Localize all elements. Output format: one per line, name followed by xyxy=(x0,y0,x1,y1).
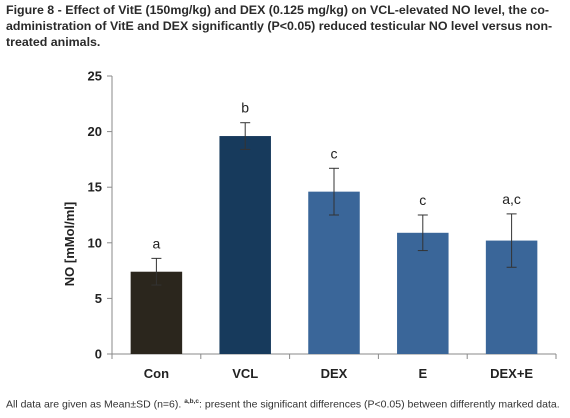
bar-e xyxy=(397,232,449,354)
significance-label: c xyxy=(331,145,338,161)
x-axis-ticks: Con VCL DEX E DEX+E xyxy=(111,354,557,381)
x-tick-label: VCL xyxy=(232,366,258,381)
bar-vcl xyxy=(219,136,271,354)
significance-label: a xyxy=(153,235,161,251)
footnote-suffix: : present the significant differences (P… xyxy=(199,398,560,411)
y-tick-label: 20 xyxy=(88,124,102,139)
y-tick-label: 10 xyxy=(88,235,102,250)
significance-label: c xyxy=(419,192,426,208)
bar-dex xyxy=(308,191,360,354)
footnote: All data are given as Mean±SD (n=6). a,b… xyxy=(6,398,566,411)
significance-labels: a b c c a,c xyxy=(153,100,521,252)
y-tick-label: 25 xyxy=(88,69,102,84)
x-tick-label: DEX+E xyxy=(490,366,533,381)
x-tick-label: DEX xyxy=(321,366,348,381)
y-tick-label: 15 xyxy=(88,180,102,195)
y-tick-label: 5 xyxy=(95,291,102,306)
y-axis-label: NO [mMol/ml] xyxy=(62,202,77,287)
error-bars xyxy=(151,122,517,286)
footnote-letters: a,b,c xyxy=(184,398,200,405)
y-axis-ticks: 0 5 10 15 20 25 xyxy=(88,69,112,362)
x-tick-label: E xyxy=(418,366,427,381)
footnote-prefix: All data are given as Mean±SD (n=6). xyxy=(6,398,185,411)
figure-caption: Figure 8 - Effect of VitE (150mg/kg) and… xyxy=(6,3,553,49)
significance-label: a,c xyxy=(502,191,521,207)
significance-label: b xyxy=(241,100,249,116)
y-tick-label: 0 xyxy=(95,347,102,362)
x-tick-label: Con xyxy=(144,366,169,381)
